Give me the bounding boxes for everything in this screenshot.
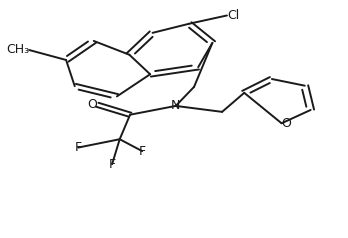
Text: Cl: Cl	[227, 9, 239, 22]
Text: F: F	[139, 145, 146, 158]
Text: N: N	[171, 99, 180, 112]
Text: CH₃: CH₃	[6, 44, 29, 56]
Text: F: F	[109, 158, 116, 171]
Text: O: O	[282, 117, 292, 130]
Text: O: O	[87, 98, 97, 111]
Text: F: F	[74, 141, 82, 154]
